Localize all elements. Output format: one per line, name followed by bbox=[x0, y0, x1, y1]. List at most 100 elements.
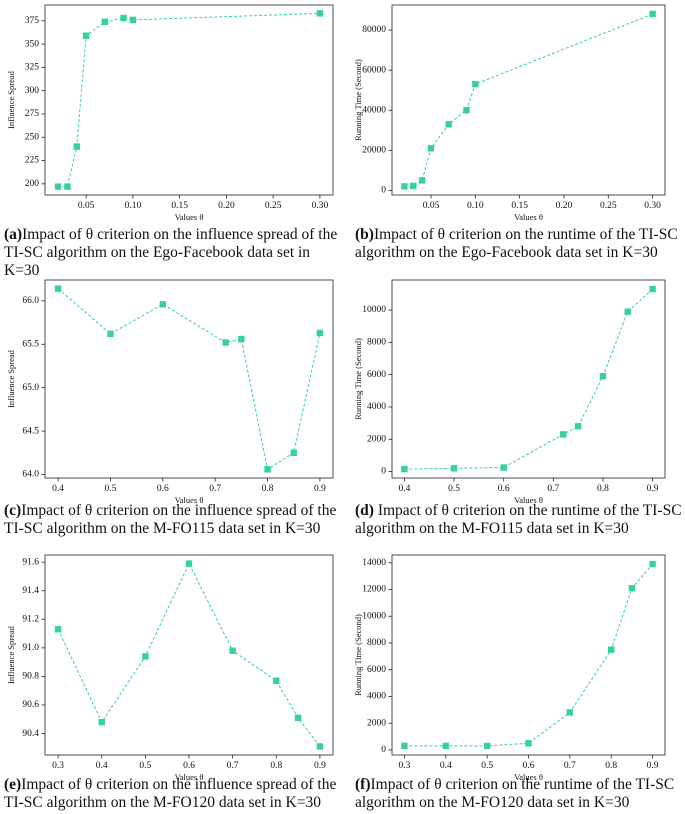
data-line bbox=[404, 13, 653, 187]
data-point bbox=[316, 743, 324, 750]
y-tick-label: 200 bbox=[25, 179, 40, 189]
y-tick-label: 0 bbox=[381, 745, 386, 755]
data-point bbox=[129, 16, 137, 24]
x-tick-label: 0.6 bbox=[183, 761, 195, 771]
y-tick-label: 4000 bbox=[367, 402, 386, 412]
x-tick-label: 0.6 bbox=[157, 484, 169, 494]
caption-label: (d) bbox=[355, 502, 374, 519]
x-tick-label: 0.3 bbox=[52, 761, 64, 771]
x-axis-label: Values θ bbox=[175, 212, 204, 222]
y-tick-label: 12000 bbox=[362, 585, 386, 595]
data-point bbox=[500, 464, 507, 471]
data-point bbox=[316, 10, 324, 17]
plot-frame bbox=[391, 4, 666, 196]
y-tick-label: 80000 bbox=[362, 25, 386, 35]
data-point bbox=[472, 80, 479, 88]
data-point bbox=[649, 560, 656, 568]
data-point bbox=[54, 183, 62, 190]
data-point bbox=[463, 107, 470, 114]
data-point bbox=[185, 560, 193, 567]
data-point bbox=[401, 465, 408, 473]
data-point bbox=[273, 677, 280, 684]
y-tick-label: 225 bbox=[25, 156, 40, 166]
x-tick-label: 0.4 bbox=[398, 484, 410, 494]
plot-frame bbox=[44, 554, 334, 756]
data-point bbox=[427, 145, 435, 152]
y-axis-label: Influence Spread bbox=[6, 625, 16, 684]
data-line bbox=[57, 288, 321, 471]
x-tick-label: 0.05 bbox=[423, 201, 440, 211]
y-tick-label: 91.4 bbox=[22, 586, 39, 596]
data-line bbox=[404, 288, 653, 470]
y-tick-label: 250 bbox=[25, 132, 40, 142]
data-point bbox=[120, 14, 127, 22]
data-point bbox=[401, 742, 408, 750]
data-point bbox=[159, 301, 167, 308]
caption-label: (f) bbox=[355, 776, 371, 793]
plot-frame bbox=[44, 4, 334, 196]
x-tick-label: 0.3 bbox=[398, 761, 410, 771]
caption: (c)Impact of θ criterion on the influenc… bbox=[4, 502, 339, 538]
y-tick-label: 91.2 bbox=[22, 614, 39, 624]
caption: (f)Impact of θ criterion on the runtime … bbox=[355, 776, 685, 812]
data-line bbox=[58, 12, 320, 188]
x-tick-label: 0.05 bbox=[78, 201, 95, 211]
x-tick-label: 0.5 bbox=[448, 484, 460, 494]
x-tick-label: 0.25 bbox=[600, 201, 617, 211]
data-point bbox=[73, 143, 80, 150]
y-tick-label: 4000 bbox=[367, 692, 386, 702]
x-tick-label: 0.10 bbox=[467, 201, 484, 211]
x-tick-label: 0.25 bbox=[265, 201, 282, 211]
x-tick-label: 0.7 bbox=[564, 761, 576, 771]
y-tick-label: 10000 bbox=[362, 611, 386, 621]
data-line bbox=[57, 562, 321, 747]
y-axis-label: Running Time (Second) bbox=[353, 614, 363, 696]
caption-label: (b) bbox=[355, 226, 374, 243]
x-tick-label: 0.7 bbox=[547, 484, 559, 494]
y-tick-label: 10000 bbox=[362, 305, 386, 315]
data-point bbox=[54, 285, 62, 292]
x-tick-label: 0.15 bbox=[171, 201, 188, 211]
y-tick-label: 375 bbox=[25, 16, 40, 26]
y-tick-label: 91.0 bbox=[22, 643, 39, 653]
y-tick-label: 2000 bbox=[367, 718, 386, 728]
data-point bbox=[222, 339, 229, 346]
x-axis-label: Values θ bbox=[514, 495, 543, 505]
y-tick-label: 350 bbox=[25, 39, 40, 49]
data-point bbox=[401, 183, 408, 190]
x-tick-label: 0.8 bbox=[262, 484, 274, 494]
data-point bbox=[628, 584, 636, 592]
y-tick-label: 14000 bbox=[362, 558, 386, 568]
y-tick-label: 60000 bbox=[362, 65, 386, 75]
data-point bbox=[294, 714, 302, 722]
x-tick-label: 0.9 bbox=[647, 761, 659, 771]
data-point bbox=[98, 718, 105, 726]
x-tick-label: 0.30 bbox=[312, 201, 329, 211]
x-tick-label: 0.4 bbox=[96, 761, 108, 771]
x-tick-label: 0.5 bbox=[105, 484, 117, 494]
y-tick-label: 0 bbox=[381, 467, 386, 477]
x-tick-label: 0.20 bbox=[556, 201, 573, 211]
x-tick-label: 0.7 bbox=[227, 761, 239, 771]
y-axis-label: Influence Spread bbox=[6, 70, 16, 129]
x-tick-label: 0.9 bbox=[314, 761, 326, 771]
y-tick-label: 8000 bbox=[367, 638, 386, 648]
data-point bbox=[624, 308, 631, 315]
data-point bbox=[316, 329, 324, 337]
data-line bbox=[404, 563, 653, 747]
data-point bbox=[229, 647, 236, 654]
x-axis-label: Values θ bbox=[175, 495, 204, 505]
data-point bbox=[566, 709, 574, 716]
y-tick-label: 2000 bbox=[367, 434, 386, 444]
caption-text: Impact of θ criterion on the runtime of … bbox=[355, 776, 675, 811]
caption-text: Impact of θ criterion on the influence s… bbox=[4, 226, 338, 279]
caption: (d) Impact of θ criterion on the runtime… bbox=[355, 502, 685, 538]
caption-text: Impact of θ criterion on the runtime of … bbox=[355, 502, 682, 537]
y-tick-label: 20000 bbox=[362, 145, 386, 155]
y-tick-label: 8000 bbox=[367, 338, 386, 348]
y-tick-label: 65.5 bbox=[22, 339, 39, 349]
data-point bbox=[450, 465, 458, 472]
x-tick-label: 0.20 bbox=[218, 201, 235, 211]
y-tick-label: 325 bbox=[25, 63, 40, 73]
